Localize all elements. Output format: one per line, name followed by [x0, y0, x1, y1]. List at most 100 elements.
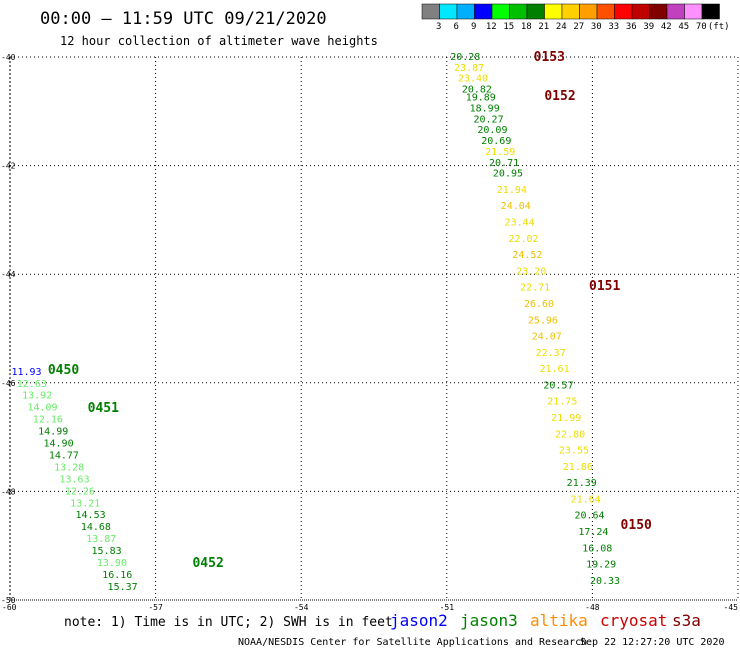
y-tick-label: -46 [1, 379, 16, 388]
wave-height-point: 12.16 [33, 415, 63, 426]
colorbar-swatch [701, 3, 720, 20]
colorbar-swatch [439, 3, 458, 20]
wave-height-point: 23.44 [505, 218, 535, 229]
wave-height-point: 21.86 [563, 462, 593, 473]
satellite-legend-item: s3a [672, 611, 701, 630]
footer-credit: NOAA/NESDIS Center for Satellite Applica… [238, 637, 587, 648]
wave-height-point: 17.24 [578, 527, 608, 538]
colorbar-label: 36 [626, 22, 637, 32]
wave-height-point: 24.07 [532, 332, 562, 343]
pass-label: 0151 [589, 279, 620, 294]
wave-height-point: 14.77 [49, 450, 79, 461]
wave-height-point: 24.04 [501, 201, 531, 212]
colorbar-label: 12 [486, 22, 497, 32]
colorbar-swatch [561, 3, 580, 20]
y-tick-label: -50 [1, 596, 16, 605]
x-tick-label: -60 [2, 603, 17, 612]
wave-height-point: 15.37 [108, 582, 138, 593]
wave-height-point: 19.29 [586, 560, 616, 571]
colorbar-label: (ft) [708, 22, 730, 32]
wave-height-point: 20.71 [489, 158, 519, 169]
colorbar-label: 70 [696, 22, 707, 32]
colorbar-swatch [631, 3, 650, 20]
colorbar-label: 21 [538, 22, 549, 32]
y-tick-label: -44 [1, 270, 16, 279]
colorbar-swatch [684, 3, 703, 20]
wave-height-point: 21.39 [567, 478, 597, 489]
colorbar-swatch [456, 3, 475, 20]
wave-height-point: 20.27 [473, 114, 503, 125]
colorbar-swatch [649, 3, 668, 20]
wave-height-point: 16.16 [102, 570, 132, 581]
wave-height-point: 18.99 [470, 103, 500, 114]
wave-height-point: 11.93 [11, 367, 41, 378]
colorbar-label: 9 [471, 22, 476, 32]
wave-height-point: 20.82 [462, 84, 492, 95]
wave-height-point: 14.09 [27, 403, 57, 414]
wave-height-point: 14.68 [81, 522, 111, 533]
colorbar-label: 33 [608, 22, 619, 32]
y-tick-label: -40 [1, 53, 16, 62]
colorbar-swatch [596, 3, 615, 20]
wave-height-point: 21.64 [571, 494, 601, 505]
colorbar-swatch [509, 3, 528, 20]
colorbar-swatch [579, 3, 598, 20]
wave-height-point: 20.28 [450, 52, 480, 63]
wave-height-point: 21.99 [551, 413, 581, 424]
x-tick-label: -54 [294, 603, 309, 612]
footer-note: note: 1) Time is in UTC; 2) SWH is in fe… [64, 615, 393, 630]
satellite-legend-item: jason2 [390, 611, 448, 630]
wave-height-point: 20.57 [543, 380, 573, 391]
colorbar-label: 27 [573, 22, 584, 32]
pass-label: 0153 [534, 50, 565, 65]
wave-height-point: 22.80 [555, 429, 585, 440]
y-tick-label: -48 [1, 487, 16, 496]
colorbar-swatch [526, 3, 545, 20]
wave-height-point: 24.52 [512, 250, 542, 261]
footer-timestamp: Sep 22 12:27:20 UTC 2020 [580, 637, 725, 648]
wave-height-point: 25.96 [528, 315, 558, 326]
pass-labels: 0153 0152 0151 0150 0450 0451 0452 [48, 50, 652, 571]
colorbar-label: 18 [521, 22, 532, 32]
wave-height-point: 14.90 [43, 439, 73, 450]
wave-height-point: 13.92 [22, 391, 52, 402]
wave-height-point: 26.60 [524, 299, 554, 310]
wave-height-point: 23.20 [516, 266, 546, 277]
colorbar-label: 15 [503, 22, 514, 32]
wave-height-point: 22.71 [520, 283, 550, 294]
wave-height-point: 13.21 [70, 498, 100, 509]
colorbar-label: 30 [591, 22, 602, 32]
wave-height-point: 13.90 [97, 558, 127, 569]
wave-height-point: 22.02 [508, 234, 538, 245]
x-tick-label: -51 [440, 603, 455, 612]
colorbar-label: 6 [454, 22, 459, 32]
wave-height-point: 19.89 [466, 93, 496, 104]
plot-grid [9, 56, 739, 601]
satellite-legend-item: cryosat [600, 611, 667, 630]
wave-height-point: 20.95 [493, 169, 523, 180]
x-tick-label: -45 [724, 603, 739, 612]
wave-height-points: 20.2823.8723.4020.8219.8918.9920.2720.09… [11, 52, 620, 593]
x-tick-label: -57 [148, 603, 163, 612]
colorbar-label: 42 [661, 22, 672, 32]
wave-height-point: 13.28 [54, 462, 84, 473]
colorbar-swatch [544, 3, 563, 20]
pass-label: 0150 [621, 518, 652, 533]
wave-height-point: 13.63 [60, 474, 90, 485]
colorbar-swatch [474, 3, 493, 20]
wave-height-point: 21.61 [539, 364, 569, 375]
pass-label: 0450 [48, 363, 79, 378]
wave-height-point: 23.55 [559, 446, 589, 457]
wave-height-point: 15.83 [92, 546, 122, 557]
colorbar-label: 39 [643, 22, 654, 32]
wave-height-point: 13.87 [86, 534, 116, 545]
wave-height-point: 16.08 [582, 543, 612, 554]
chart-title: 00:00 – 11:59 UTC 09/21/2020 [40, 9, 327, 29]
colorbar-label: 3 [436, 22, 441, 32]
y-tick-label: -42 [1, 162, 16, 171]
pass-label: 0451 [88, 401, 119, 416]
wave-height-point: 22.37 [536, 348, 566, 359]
wave-height-point: 21.94 [497, 185, 527, 196]
wave-height-point: 21.75 [547, 397, 577, 408]
